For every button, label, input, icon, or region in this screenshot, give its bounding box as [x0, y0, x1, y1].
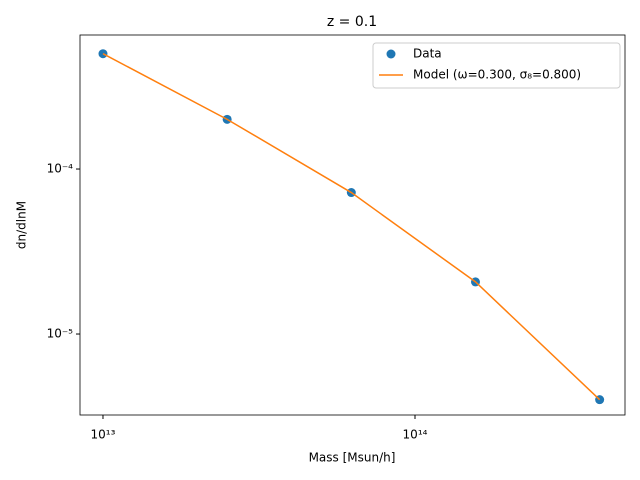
y-axis-label: dn/dlnM [15, 201, 29, 249]
legend-box [372, 42, 621, 89]
plot-frame [79, 34, 626, 416]
y-tick-label: 10⁻⁵ [47, 327, 74, 341]
x-axis-label: Mass [Msun/h] [309, 451, 396, 465]
legend-marker [386, 49, 396, 59]
legend-label: Data [413, 47, 442, 61]
model-line [102, 53, 601, 401]
legend-label: Model (ω=0.300, σ₈=0.800) [413, 68, 581, 82]
x-tick-label: 10¹⁴ [403, 428, 428, 442]
y-tick-label: 10⁻⁴ [47, 162, 74, 176]
chart-title: z = 0.1 [327, 14, 377, 30]
x-tick-label: 10¹³ [91, 428, 116, 442]
